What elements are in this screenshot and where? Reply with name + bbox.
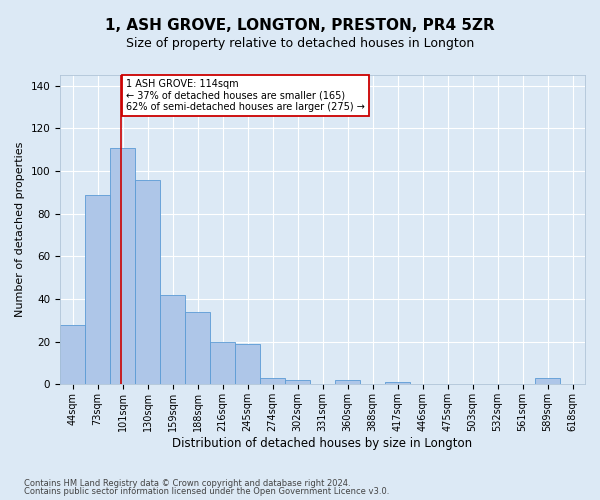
Bar (185, 312, 210, 384)
Text: 1, ASH GROVE, LONGTON, PRESTON, PR4 5ZR: 1, ASH GROVE, LONGTON, PRESTON, PR4 5ZR (105, 18, 495, 32)
Bar (535, 378, 560, 384)
Text: Contains public sector information licensed under the Open Government Licence v3: Contains public sector information licen… (24, 487, 389, 496)
Bar (210, 342, 235, 384)
Bar (160, 295, 185, 384)
Bar (285, 380, 310, 384)
Bar (260, 378, 285, 384)
X-axis label: Distribution of detached houses by size in Longton: Distribution of detached houses by size … (172, 437, 473, 450)
Text: 1 ASH GROVE: 114sqm
← 37% of detached houses are smaller (165)
62% of semi-detac: 1 ASH GROVE: 114sqm ← 37% of detached ho… (126, 80, 365, 112)
Bar (60, 324, 85, 384)
Bar (135, 180, 160, 384)
Bar (335, 380, 360, 384)
Bar (110, 148, 135, 384)
Y-axis label: Number of detached properties: Number of detached properties (15, 142, 25, 318)
Text: Contains HM Land Registry data © Crown copyright and database right 2024.: Contains HM Land Registry data © Crown c… (24, 478, 350, 488)
Bar (85, 194, 110, 384)
Bar (385, 382, 410, 384)
Text: Size of property relative to detached houses in Longton: Size of property relative to detached ho… (126, 38, 474, 51)
Bar (235, 344, 260, 385)
